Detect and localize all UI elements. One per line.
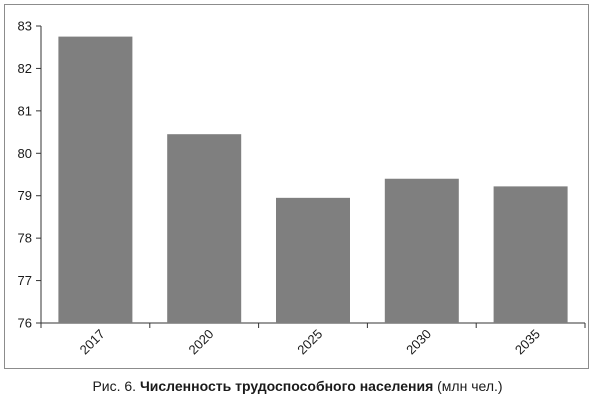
caption-prefix: Рис. 6. xyxy=(92,378,140,394)
y-tick-label: 78 xyxy=(18,231,32,246)
bar-2020 xyxy=(167,134,242,323)
y-tick-label: 83 xyxy=(18,19,32,34)
bar-2017 xyxy=(58,36,133,323)
y-tick-label: 79 xyxy=(18,188,32,203)
bar-2025 xyxy=(276,197,350,323)
x-axis-labels: 2017 2020 2025 2030 2035 xyxy=(77,326,543,357)
y-tick-label: 82 xyxy=(18,61,32,76)
y-tick-label: 80 xyxy=(18,146,32,161)
x-tick-label: 2017 xyxy=(77,326,108,357)
x-tick-label: 2020 xyxy=(185,326,216,357)
x-tick-label: 2025 xyxy=(294,326,325,357)
caption-suffix: (млн чел.) xyxy=(433,378,503,394)
bar-2030 xyxy=(384,178,459,323)
chart-bars xyxy=(58,36,568,323)
caption-title: Численность трудоспособного населения xyxy=(139,378,434,394)
figure-caption: Рис. 6. Численность трудоспособного насе… xyxy=(0,378,595,394)
y-tick-label: 76 xyxy=(18,316,32,331)
x-tick-label: 2030 xyxy=(403,326,434,357)
y-tick-label: 77 xyxy=(18,273,32,288)
bar-2035 xyxy=(493,186,568,323)
x-tick-label: 2035 xyxy=(512,326,543,357)
y-axis-ticks: 76 77 78 79 80 81 82 83 xyxy=(18,19,41,331)
y-tick-label: 81 xyxy=(18,103,32,118)
